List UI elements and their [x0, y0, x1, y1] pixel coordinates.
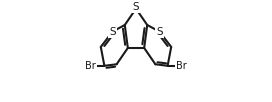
Text: Br: Br	[176, 61, 187, 71]
Text: S: S	[133, 2, 139, 12]
Text: S: S	[156, 27, 163, 37]
Text: Br: Br	[85, 61, 96, 71]
Text: S: S	[109, 27, 116, 37]
